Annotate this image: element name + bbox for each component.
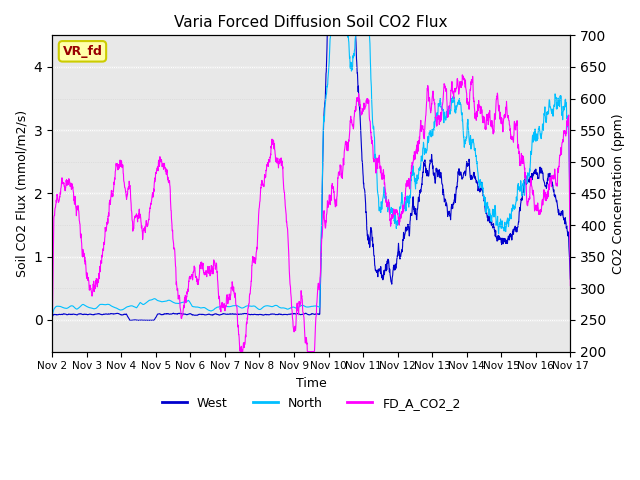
- Text: VR_fd: VR_fd: [63, 45, 102, 58]
- Y-axis label: Soil CO2 Flux (mmol/m2/s): Soil CO2 Flux (mmol/m2/s): [15, 110, 28, 277]
- X-axis label: Time: Time: [296, 377, 326, 390]
- Legend: West, North, FD_A_CO2_2: West, North, FD_A_CO2_2: [157, 392, 466, 415]
- Y-axis label: CO2 Concentration (ppm): CO2 Concentration (ppm): [612, 113, 625, 274]
- Title: Varia Forced Diffusion Soil CO2 Flux: Varia Forced Diffusion Soil CO2 Flux: [175, 15, 448, 30]
